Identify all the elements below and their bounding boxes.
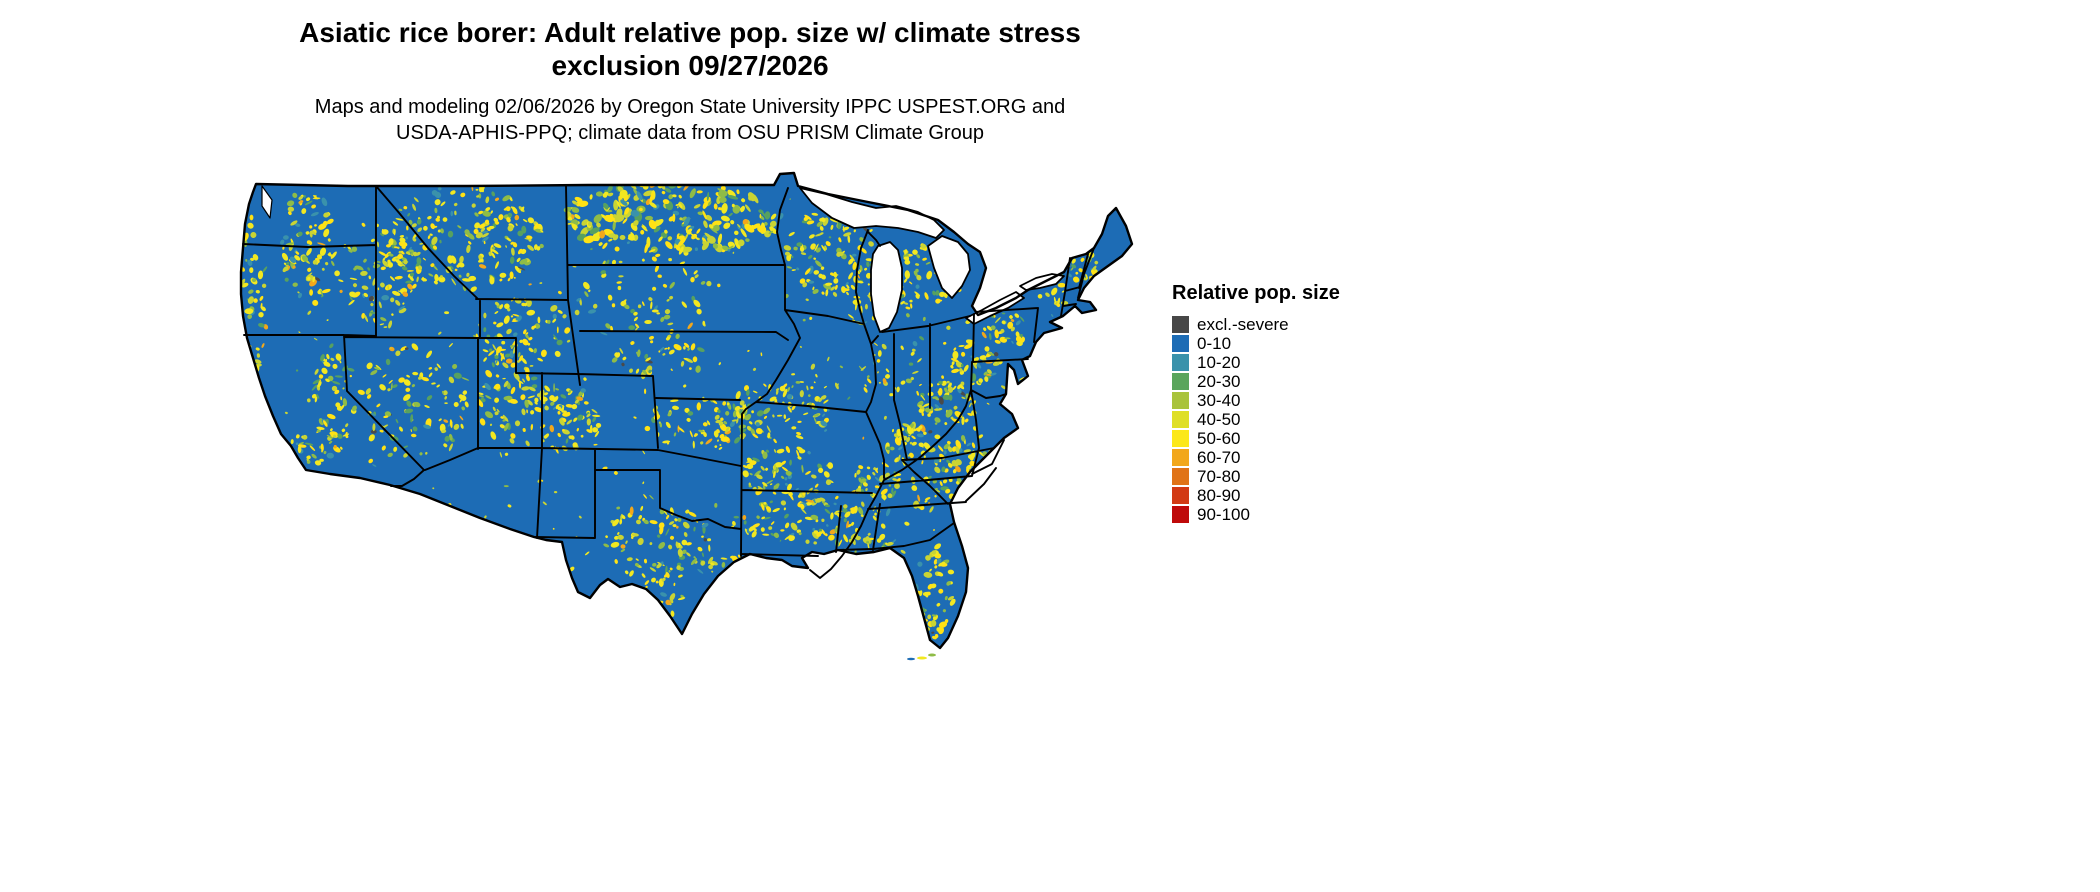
map-subtitle-line1: Maps and modeling 02/06/2026 by Oregon S… (314, 96, 1066, 118)
map-title-line2: exclusion 09/27/2026 (551, 50, 829, 81)
legend-item: 60-70 (1172, 448, 1372, 467)
map-subtitle-line2: USDA-APHIS-PPQ; climate data from OSU PR… (396, 122, 984, 144)
legend-swatch (1172, 392, 1189, 409)
lake-michigan (870, 241, 903, 333)
canada-wedge (972, 244, 1048, 314)
us-outline (239, 171, 1134, 650)
map-subtitle: Maps and modeling 02/06/2026 by Oregon S… (0, 94, 1380, 146)
legend-label: excl.-severe (1197, 315, 1289, 334)
legend-label: 10-20 (1197, 353, 1241, 372)
us-map (228, 148, 1148, 673)
legend-label: 30-40 (1197, 391, 1241, 410)
legend-swatch (1172, 354, 1189, 371)
legend-label: 40-50 (1197, 410, 1241, 429)
legend-swatch (1172, 430, 1189, 447)
legend-swatch (1172, 506, 1189, 523)
legend-item: 30-40 (1172, 391, 1372, 410)
us-map-svg (239, 171, 1134, 661)
legend-label: 80-90 (1197, 486, 1241, 505)
header: Asiatic rice borer: Adult relative pop. … (0, 16, 1380, 146)
legend-item: 90-100 (1172, 505, 1372, 524)
legend-item: 20-30 (1172, 372, 1372, 391)
legend-swatch (1172, 487, 1189, 504)
puget-sound (261, 185, 273, 219)
legend-swatch (1172, 468, 1189, 485)
legend-items: excl.-severe 0-10 10-20 20-30 30-40 40-50 50-6… (1172, 315, 1372, 524)
legend-item: excl.-severe (1172, 315, 1372, 334)
legend-label: 90-100 (1197, 505, 1250, 524)
legend-label: 70-80 (1197, 467, 1241, 486)
legend-item: 80-90 (1172, 486, 1372, 505)
legend-swatch (1172, 335, 1189, 352)
legend-label: 0-10 (1197, 334, 1232, 353)
florida-keys (907, 653, 936, 661)
state-borders (242, 185, 1095, 579)
legend-label: 20-30 (1197, 372, 1241, 391)
legend-item: 70-80 (1172, 467, 1372, 486)
lake-superior (799, 187, 945, 239)
legend-item: 10-20 (1172, 353, 1372, 372)
legend-item: 50-60 (1172, 429, 1372, 448)
legend-swatch (1172, 449, 1189, 466)
legend-swatch (1172, 316, 1189, 333)
legend-swatch (1172, 373, 1189, 390)
legend-label: 60-70 (1197, 448, 1241, 467)
legend-swatch (1172, 411, 1189, 428)
legend-label: 50-60 (1197, 429, 1241, 448)
lake-huron (927, 235, 971, 299)
map-title-line1: Asiatic rice borer: Adult relative pop. … (299, 17, 1081, 48)
legend: Relative pop. size excl.-severe 0-10 10-20… (1172, 282, 1372, 524)
legend-title: Relative pop. size (1172, 282, 1340, 304)
legend-item: 0-10 (1172, 334, 1372, 353)
legend-item: 40-50 (1172, 410, 1372, 429)
